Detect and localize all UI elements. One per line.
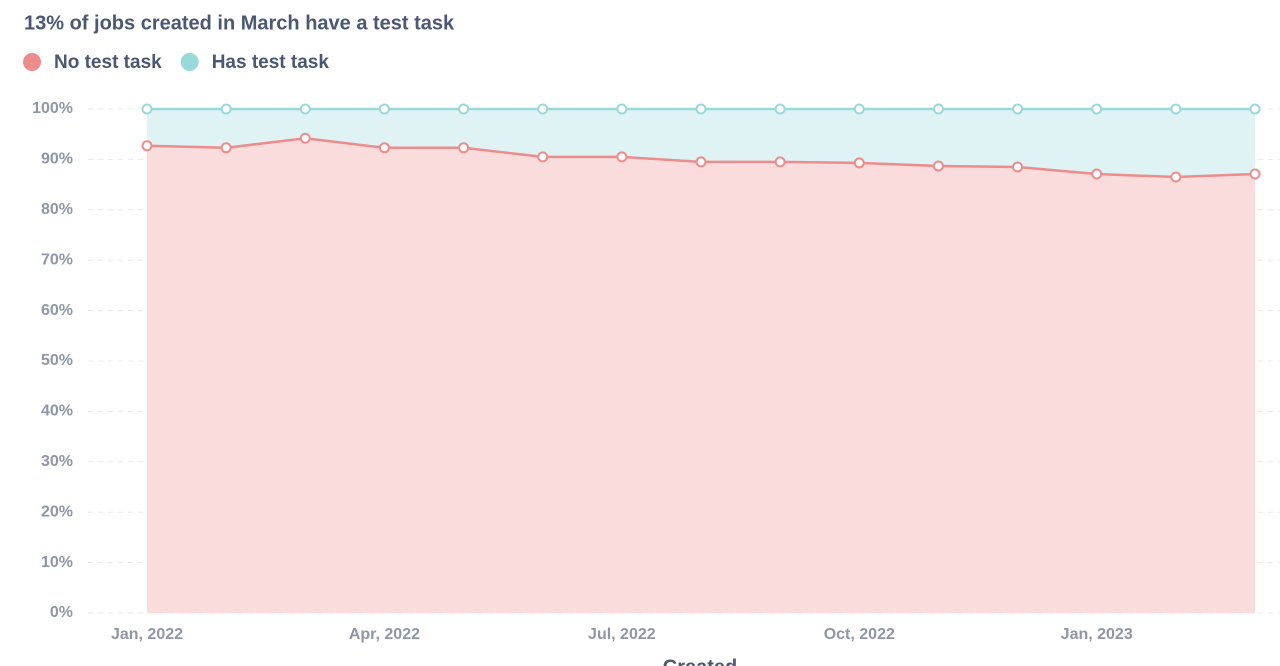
point	[537, 151, 549, 163]
y-tick-label: 0%	[50, 604, 73, 621]
y-tick-label: 30%	[41, 453, 73, 470]
point	[458, 103, 470, 115]
point	[853, 103, 865, 115]
point	[932, 160, 944, 172]
point	[141, 103, 153, 115]
point	[1012, 103, 1024, 115]
x-tick-label: Oct, 2022	[824, 626, 895, 643]
point	[1012, 161, 1024, 173]
point	[616, 103, 628, 115]
y-tick-label: 70%	[41, 251, 73, 268]
y-tick-label: 10%	[41, 554, 73, 571]
point	[1170, 171, 1182, 183]
y-tick-label: 20%	[41, 503, 73, 520]
x-tick-label: Apr, 2022	[349, 626, 420, 643]
point	[458, 142, 470, 154]
y-tick-label: 90%	[41, 151, 73, 168]
point	[1249, 103, 1261, 115]
y-tick-label: 50%	[41, 352, 73, 369]
legend-swatch	[180, 53, 199, 71]
point	[1091, 103, 1103, 115]
x-tick-label: Jan, 2022	[111, 626, 183, 643]
point	[220, 142, 232, 154]
point	[1091, 168, 1103, 180]
legend-label: Has test task	[212, 52, 330, 73]
point	[616, 151, 628, 163]
point	[853, 157, 865, 169]
legend-swatch	[23, 53, 41, 71]
point	[378, 142, 390, 154]
point	[378, 103, 390, 115]
chart-title: 13% of jobs created in March have a test…	[24, 12, 455, 34]
y-tick-label: 60%	[41, 302, 73, 319]
x-tick-label: Jan, 2023	[1061, 626, 1133, 643]
y-tick-label: 100%	[32, 100, 73, 117]
point	[695, 156, 707, 168]
point	[220, 103, 232, 115]
point	[1170, 103, 1182, 115]
x-axis-title: Created	[663, 656, 737, 666]
y-tick-label: 40%	[41, 403, 73, 420]
point	[695, 103, 707, 115]
point	[932, 103, 944, 115]
point	[537, 103, 549, 115]
x-tick-label: Jul, 2022	[588, 626, 656, 643]
point	[1249, 168, 1261, 180]
point	[299, 132, 311, 144]
point	[774, 156, 786, 168]
point	[774, 103, 786, 115]
point	[141, 140, 153, 152]
point	[299, 103, 311, 115]
y-tick-label: 80%	[41, 201, 73, 218]
area	[147, 138, 1255, 613]
legend-label: No test task	[54, 52, 162, 73]
area	[147, 109, 1255, 178]
